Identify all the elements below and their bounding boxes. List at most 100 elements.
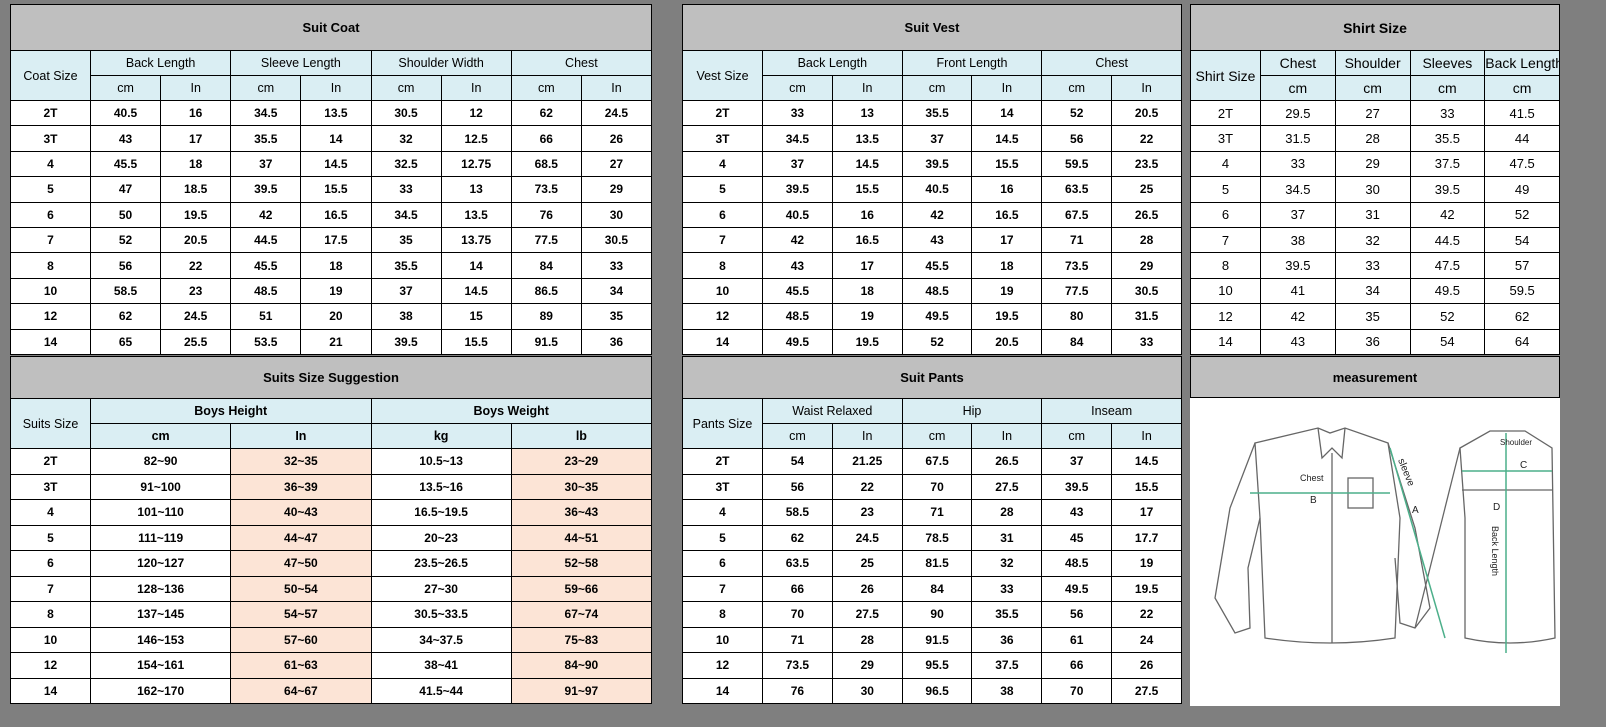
- value-cell: 16.5: [300, 201, 372, 228]
- value-cell: 32: [370, 125, 442, 152]
- value-cell: 40.5: [89, 99, 162, 127]
- value-cell: 34.5: [370, 201, 442, 228]
- value-cell: 70: [1041, 677, 1113, 704]
- value-cell: 31: [1334, 201, 1411, 228]
- value-cell: 39.5: [901, 150, 973, 178]
- value-cell: 13.5~16: [370, 473, 512, 500]
- size-cell: 14: [682, 328, 763, 355]
- unit-header: cm: [901, 423, 973, 449]
- value-cell: 34.5: [1260, 176, 1336, 203]
- table-row: 14 49.5 19.5 52 20.5 84 33: [682, 328, 1182, 355]
- value-cell: 15.5: [1111, 473, 1182, 500]
- size-cell: 10: [682, 626, 763, 653]
- value-cell: 30: [831, 677, 903, 704]
- unit-header: cm: [762, 423, 833, 449]
- value-cell: 67.5: [1041, 201, 1113, 228]
- value-cell: 37: [230, 150, 302, 178]
- value-cell: 91.5: [901, 626, 973, 653]
- size-cell: 6: [10, 550, 91, 577]
- value-cell: 101~110: [89, 499, 232, 526]
- value-cell: 29: [831, 652, 903, 679]
- value-cell: 34~37.5: [370, 626, 512, 653]
- value-cell: 25.5: [160, 328, 232, 355]
- value-cell: 89: [510, 303, 582, 330]
- value-cell: 66: [1041, 652, 1113, 679]
- value-cell: 16: [971, 176, 1043, 203]
- value-cell: 66: [510, 125, 582, 152]
- value-cell: 64~67: [230, 677, 372, 704]
- size-cell: 6: [1190, 201, 1261, 228]
- a-label: A: [1412, 505, 1419, 516]
- value-cell: 17: [1111, 499, 1182, 526]
- unit-header: cm: [1334, 75, 1411, 101]
- value-cell: 20.5: [971, 328, 1043, 355]
- value-cell: 14.5: [440, 277, 512, 305]
- value-cell: 84: [1041, 328, 1113, 355]
- value-cell: 27.5: [971, 473, 1043, 500]
- value-cell: 20~23: [370, 524, 512, 551]
- table-row: 8 70 27.5 90 35.5 56 22: [682, 601, 1182, 628]
- size-cell: 14: [10, 328, 91, 355]
- table-row: 4 101~110 40~43 16.5~19.5 36~43: [10, 499, 653, 526]
- value-cell: 162~170: [89, 677, 232, 704]
- value-cell: 23: [831, 499, 903, 526]
- size-cell: 10: [10, 277, 91, 305]
- value-cell: 36~39: [230, 473, 372, 500]
- unit-header: In: [1111, 75, 1182, 101]
- unit-header: In: [300, 75, 372, 101]
- value-cell: 49.5: [1409, 277, 1486, 305]
- value-cell: 111~119: [89, 524, 232, 551]
- table-row: 8 56 22 45.5 18 35.5 14 84 33: [10, 252, 653, 279]
- value-cell: 39.5: [1409, 176, 1486, 203]
- value-cell: 40.5: [901, 176, 973, 203]
- value-cell: 24.5: [580, 99, 653, 127]
- group-header: Waist Relaxed: [762, 398, 903, 424]
- size-column-header: Vest Size: [682, 50, 763, 101]
- value-cell: 44: [1484, 125, 1560, 152]
- table-row: 6 50 19.5 42 16.5 34.5 13.5 76 30: [10, 201, 653, 228]
- size-cell: 2T: [682, 99, 763, 127]
- unit-header: cm: [1409, 75, 1486, 101]
- value-cell: 36: [1334, 328, 1411, 355]
- value-cell: 33: [580, 252, 653, 279]
- value-cell: 70: [901, 473, 973, 500]
- value-cell: 25: [1111, 176, 1182, 203]
- value-cell: 65: [89, 328, 162, 355]
- value-cell: 57~60: [230, 626, 372, 653]
- value-cell: 16.5: [971, 201, 1043, 228]
- value-cell: 24.5: [160, 303, 232, 330]
- value-cell: 26: [580, 125, 653, 152]
- size-cell: 12: [682, 303, 763, 330]
- value-cell: 63.5: [1041, 176, 1113, 203]
- unit-header: In: [580, 75, 653, 101]
- value-cell: 54: [1484, 226, 1560, 254]
- size-cell: 6: [682, 550, 763, 577]
- value-cell: 95.5: [901, 652, 973, 679]
- value-cell: 35: [580, 303, 653, 330]
- value-cell: 59.5: [1484, 277, 1560, 305]
- value-cell: 62: [510, 99, 582, 127]
- value-cell: 51: [230, 303, 302, 330]
- table-title: Suit Coat: [10, 4, 652, 51]
- value-cell: 30~35: [510, 473, 653, 500]
- value-cell: 15.5: [831, 176, 903, 203]
- value-cell: 14.5: [300, 150, 372, 178]
- table-row: 8 137~145 54~57 30.5~33.5 67~74: [10, 601, 653, 628]
- value-cell: 23.5: [1111, 150, 1182, 178]
- value-cell: 29: [1111, 252, 1182, 279]
- unit-header: cm: [762, 75, 833, 101]
- value-cell: 18: [971, 252, 1043, 279]
- value-cell: 36: [971, 626, 1043, 653]
- unit-header: In: [831, 423, 903, 449]
- value-cell: 34.5: [762, 125, 833, 152]
- value-cell: 18: [300, 252, 372, 279]
- value-cell: 42: [230, 201, 302, 228]
- table-row: 6 40.5 16 42 16.5 67.5 26.5: [682, 201, 1182, 228]
- unit-header: cm: [89, 423, 232, 449]
- value-cell: 13.5: [300, 99, 372, 127]
- value-cell: 22: [831, 473, 903, 500]
- value-cell: 52: [1484, 201, 1560, 228]
- value-cell: 33: [1260, 150, 1336, 178]
- group-header: Chest: [1260, 50, 1336, 76]
- table-row: 14 162~170 64~67 41.5~44 91~97: [10, 677, 653, 704]
